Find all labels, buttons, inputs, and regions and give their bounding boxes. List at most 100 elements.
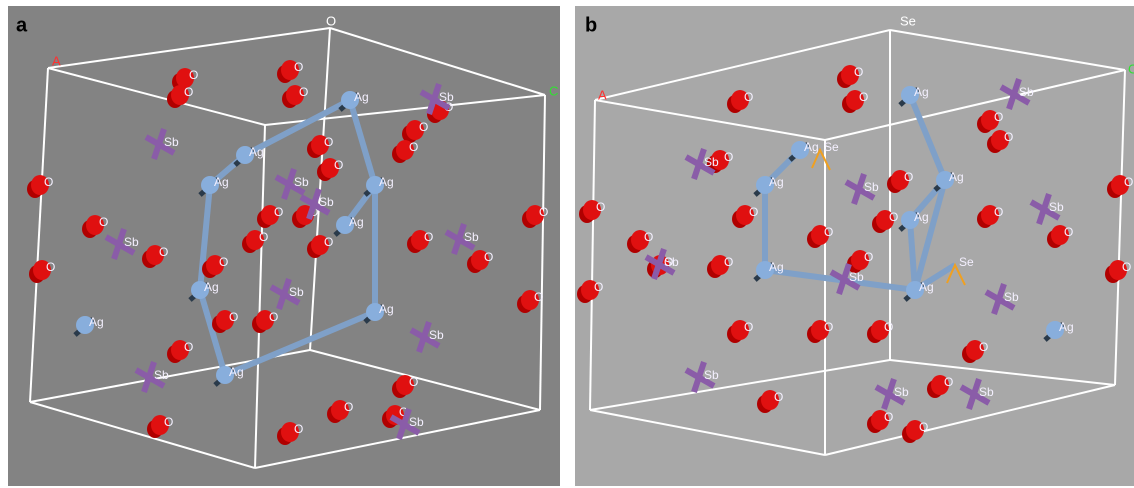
atom-label: Se (824, 140, 839, 154)
atom-label: Sb (894, 385, 909, 399)
atom-label: O (159, 245, 168, 259)
atom-label: O (944, 375, 953, 389)
atom-label: Ag (379, 302, 394, 316)
atom-label: O (1004, 130, 1013, 144)
atom-label: O (889, 210, 898, 224)
atom-label: Sb (464, 230, 479, 244)
axis-label: C (549, 83, 558, 98)
atom-label: O (596, 200, 605, 214)
atom-label: Sb (664, 255, 679, 269)
axis-label: A (598, 87, 607, 102)
atom-label: Ag (914, 85, 929, 99)
atom-label: O (774, 390, 783, 404)
atom-label: O (419, 120, 428, 134)
atom-label: O (299, 85, 308, 99)
atom-label: O (824, 225, 833, 239)
atom-label: O (724, 150, 733, 164)
atom-label: Ag (919, 280, 934, 294)
atom-label: Sb (849, 270, 864, 284)
atom-label: Sb (1004, 290, 1019, 304)
atom-label: O (189, 68, 198, 82)
atom-label: O (409, 375, 418, 389)
figure: AOCOOOOOOOOOOOOOOOOOOOOOOOOOOOOOOSbSbSbS… (0, 0, 1134, 488)
atom-label: O (294, 422, 303, 436)
atom-label: O (534, 290, 543, 304)
atom-label: O (884, 320, 893, 334)
atom-label: Ag (769, 175, 784, 189)
atom-label: O (269, 310, 278, 324)
atom-label: Ag (249, 145, 264, 159)
atom-label: Ag (214, 175, 229, 189)
atom-label: Sb (289, 285, 304, 299)
atom-label: Ag (804, 140, 819, 154)
atom-label: O (994, 205, 1003, 219)
atom-label: O (994, 110, 1003, 124)
atom-label: O (259, 230, 268, 244)
atom-label: O (44, 175, 53, 189)
atom-label: O (744, 320, 753, 334)
atom-label: O (859, 90, 868, 104)
atom-label: O (344, 400, 353, 414)
atom-label: Sb (439, 90, 454, 104)
atom-label: O (724, 255, 733, 269)
atom-label: O (904, 170, 913, 184)
atom-label: Ag (379, 175, 394, 189)
atom-label: O (539, 205, 548, 219)
atom-label: O (484, 250, 493, 264)
atom-label: O (99, 215, 108, 229)
atom-label: Ag (89, 315, 104, 329)
atom-label: O (229, 310, 238, 324)
atom-label: Sb (164, 135, 179, 149)
atom-label: O (409, 140, 418, 154)
atom-label: Ag (229, 365, 244, 379)
atom-label: O (164, 415, 173, 429)
atom-label: Sb (294, 175, 309, 189)
atom-label: O (274, 205, 283, 219)
atom-label: O (424, 230, 433, 244)
axis-label: A (52, 53, 61, 68)
atom-label: Ag (769, 260, 784, 274)
atom-label: O (979, 340, 988, 354)
atom-label: O (864, 250, 873, 264)
atom-label: O (294, 60, 303, 74)
atom-label: O (324, 135, 333, 149)
atom-label: O (644, 230, 653, 244)
axis-label: Se (900, 13, 916, 28)
atom-label: Ag (204, 280, 219, 294)
atom-label: Sb (154, 368, 169, 382)
atom-label: Sb (704, 368, 719, 382)
atom-label: O (46, 260, 55, 274)
atom-label: Sb (864, 180, 879, 194)
atom-label: Se (959, 255, 974, 269)
atom-label: Sb (319, 195, 334, 209)
atom-label: O (324, 235, 333, 249)
atom-label: O (1124, 175, 1133, 189)
atom-label: Ag (349, 215, 364, 229)
atom-label: Sb (124, 235, 139, 249)
atom-label: Sb (1049, 200, 1064, 214)
atom-label: O (334, 158, 343, 172)
panel-label: b (585, 14, 597, 36)
axis-label: O (326, 13, 336, 28)
atom-label: O (744, 90, 753, 104)
atom-label: Ag (949, 170, 964, 184)
atom-label: O (884, 410, 893, 424)
atom-label: Sb (429, 328, 444, 342)
atom-label: O (1122, 260, 1131, 274)
axis-label: C (1128, 61, 1134, 76)
atom-label: O (1064, 225, 1073, 239)
panel-label: a (16, 14, 28, 36)
atom-label: Sb (409, 415, 424, 429)
atom-label: O (749, 205, 758, 219)
atom-label: Ag (354, 90, 369, 104)
atom-label: Sb (704, 155, 719, 169)
atom-label: Sb (1019, 85, 1034, 99)
page: AOCOOOOOOOOOOOOOOOOOOOOOOOOOOOOOOSbSbSbS… (0, 0, 1134, 488)
atom-label: O (824, 320, 833, 334)
atom-label: Sb (979, 385, 994, 399)
atom-label: Ag (914, 210, 929, 224)
atom-label: O (184, 85, 193, 99)
atom-label: O (219, 255, 228, 269)
atom-label: Ag (1059, 320, 1074, 334)
atom-label: O (594, 280, 603, 294)
